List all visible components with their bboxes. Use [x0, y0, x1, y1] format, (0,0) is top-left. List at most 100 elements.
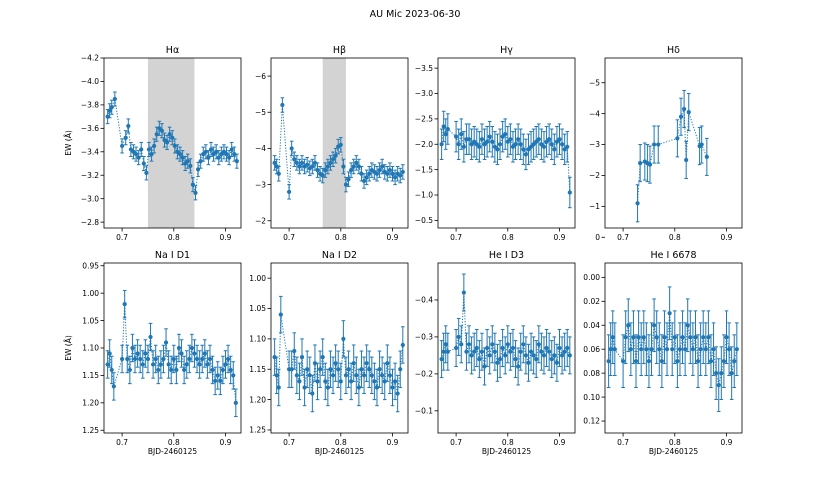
- panel-1-point-6: [126, 118, 131, 134]
- panel-1-marker-5: [123, 135, 128, 140]
- panel-1-point-44: [224, 146, 229, 162]
- panel-7-marker-42: [552, 353, 557, 358]
- panel-2-marker-24: [338, 142, 343, 147]
- panel-1-marker-29: [185, 159, 190, 164]
- panel-7-marker-25: [508, 349, 513, 354]
- panel-3-data: [439, 110, 572, 209]
- panel-8-point-37: [706, 310, 711, 365]
- panel-2-point-9: [299, 155, 305, 171]
- panel-6-marker-5: [289, 367, 294, 372]
- panel-5-point-32: [192, 339, 197, 368]
- panel-8-marker-5: [623, 335, 628, 340]
- panel-6-point-7: [294, 356, 299, 395]
- panel-8-marker-35: [701, 335, 706, 340]
- panel-4-point-7: [675, 119, 680, 158]
- panel-2-marker-4: [286, 189, 292, 194]
- panel-6-point-42: [385, 344, 390, 382]
- panel-5-marker-3: [111, 384, 116, 389]
- panel-2-point-7: [294, 155, 299, 171]
- panel-6-point-43: [387, 356, 393, 395]
- panel-5-marker-25: [174, 367, 179, 373]
- panel-1-ytick-label-4: −3.4: [81, 147, 99, 156]
- panel-3-point-29: [518, 128, 523, 160]
- panel-3-marker-38: [541, 144, 547, 149]
- panel-2-point-17: [320, 167, 325, 184]
- panel-7-marker-38: [541, 353, 547, 358]
- panel-7-title: He I D3: [489, 250, 524, 261]
- panel-5-point-13: [143, 339, 148, 368]
- panel-1-marker-19: [159, 128, 165, 133]
- panel-7-marker-17: [487, 353, 492, 358]
- panel-3-point-13: [477, 131, 482, 163]
- panel-5-marker-28: [182, 367, 187, 373]
- panel-5-ylabel: EW (Å): [64, 335, 73, 361]
- panel-1-marker-6: [126, 123, 131, 129]
- panel-3-marker-41: [549, 142, 554, 147]
- panel-2-point-47: [398, 167, 403, 184]
- panel-4-point-13: [699, 125, 704, 164]
- panel-8-point-40: [714, 346, 719, 400]
- panel-8-point-42: [719, 346, 724, 400]
- panel-6-xlabel: BJD-2460125: [315, 447, 364, 456]
- panel-7-marker-41: [549, 356, 554, 362]
- panel-7-point-23: [503, 336, 508, 375]
- panel-3-point-14: [479, 123, 485, 155]
- panel-5-marker-32: [192, 351, 197, 356]
- panel-8-marker-29: [685, 323, 690, 328]
- panel-7-marker-28: [516, 364, 521, 369]
- panel-8-point-1: [608, 322, 613, 377]
- panel-7-point-21: [497, 340, 503, 379]
- panel-8-point-33: [695, 334, 701, 389]
- panel-3-ytick-label-1: −3.0: [415, 89, 433, 98]
- panel-3-point-36: [536, 123, 541, 155]
- panel-5-marker-22: [166, 362, 171, 367]
- panel-7-marker-11: [472, 349, 477, 354]
- panel-5-xtick-label-1: 0.8: [168, 438, 180, 447]
- panel-2-point-2: [276, 166, 281, 182]
- panel-7-point-2: [443, 325, 448, 364]
- panel-6-marker-1: [274, 373, 279, 378]
- panel-1-point-41: [216, 150, 221, 166]
- panel-7-point-33: [528, 332, 534, 371]
- panel-3-point-34: [531, 128, 536, 160]
- panel-2-marker-40: [380, 164, 385, 169]
- panel-2-marker-18: [323, 168, 328, 173]
- panel-6-point-16: [318, 350, 323, 388]
- panel-8-point-41: [716, 358, 721, 412]
- panel-1-marker-46: [229, 147, 234, 152]
- panel-1-point-30: [188, 158, 193, 174]
- panel-6-marker-2: [276, 385, 281, 390]
- panel-6-marker-12: [307, 373, 312, 378]
- panel-1-marker-34: [198, 159, 203, 164]
- panel-7-point-28: [516, 347, 521, 386]
- panel-2-marker-9: [299, 160, 305, 165]
- panel-8-marker-36: [703, 347, 708, 352]
- panel-7-point-11: [472, 332, 477, 371]
- panel-8-marker-33: [695, 359, 701, 364]
- panel-1-data: [105, 58, 239, 228]
- panel-5-point-15: [148, 322, 153, 352]
- panel-5-point-14: [145, 344, 151, 374]
- panel-5-marker-42: [218, 378, 223, 384]
- panel-7-marker-20: [495, 360, 500, 365]
- panel-4-point-9: [681, 89, 687, 129]
- panel-5-marker-20: [161, 356, 166, 362]
- panel-8-point-29: [685, 298, 690, 353]
- panel-6-point-33: [361, 356, 367, 395]
- panel-8-point-9: [633, 334, 639, 389]
- panel-1-ylabel: EW (Å): [64, 130, 73, 156]
- panel-2-marker-5: [289, 146, 294, 151]
- panel-3-point-24: [505, 126, 510, 158]
- panel-7-marker-2: [443, 342, 448, 347]
- panel-5-marker-38: [207, 356, 213, 362]
- panel-5-point-26: [176, 333, 182, 363]
- panel-3-marker-42: [552, 147, 557, 152]
- panel-8-marker-15: [649, 347, 654, 352]
- panel-2-marker-47: [398, 173, 403, 178]
- panel-8-marker-27: [680, 335, 685, 340]
- panel-6-point-11: [305, 350, 310, 388]
- panel-3-point-5: [456, 128, 461, 160]
- panel-5-point-5: [122, 289, 127, 319]
- panel-3-marker-21: [497, 142, 503, 147]
